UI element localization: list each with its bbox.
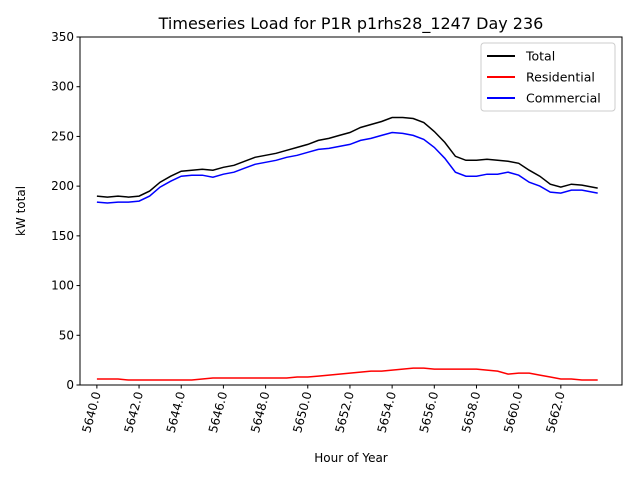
x-tick-label: 5646.0 [206,390,230,434]
x-axis-label: Hour of Year [314,451,388,465]
y-tick-label: 300 [51,80,74,94]
y-tick-label: 150 [51,229,74,243]
chart-title: Timeseries Load for P1R p1rhs28_1247 Day… [158,14,544,34]
legend: Total Residential Commercial [480,42,616,112]
x-tick-label: 5660.0 [501,390,525,434]
y-tick-label: 350 [51,30,74,44]
y-axis-label: kW total [14,186,28,236]
y-tick-label: 100 [51,279,74,293]
x-tick-label: 5648.0 [248,390,272,434]
y-tick-label: 0 [66,378,74,392]
x-tick-label: 5658.0 [459,390,483,434]
x-tick-label: 5652.0 [332,390,356,434]
y-tick-label: 50 [59,328,74,342]
x-tick-label: 5644.0 [164,390,188,434]
x-tick-label: 5654.0 [375,390,399,434]
x-tick-label: 5662.0 [543,390,567,434]
legend-box [480,42,616,112]
plot-frame [79,36,623,386]
y-tick-label: 250 [51,129,74,143]
legend-label-commercial: Commercial [526,91,601,106]
x-tick-label: 5650.0 [290,390,314,434]
y-tick-label: 200 [51,179,74,193]
x-tick-label: 5656.0 [417,390,441,434]
legend-label-total: Total [525,49,555,64]
series-line-commercial [96,131,598,204]
legend-label-residential: Residential [526,70,595,85]
x-tick-label: 5640.0 [79,390,103,434]
series-line-total [96,116,598,198]
x-tick-label: 5642.0 [122,390,146,434]
series-line-residential [96,367,598,381]
